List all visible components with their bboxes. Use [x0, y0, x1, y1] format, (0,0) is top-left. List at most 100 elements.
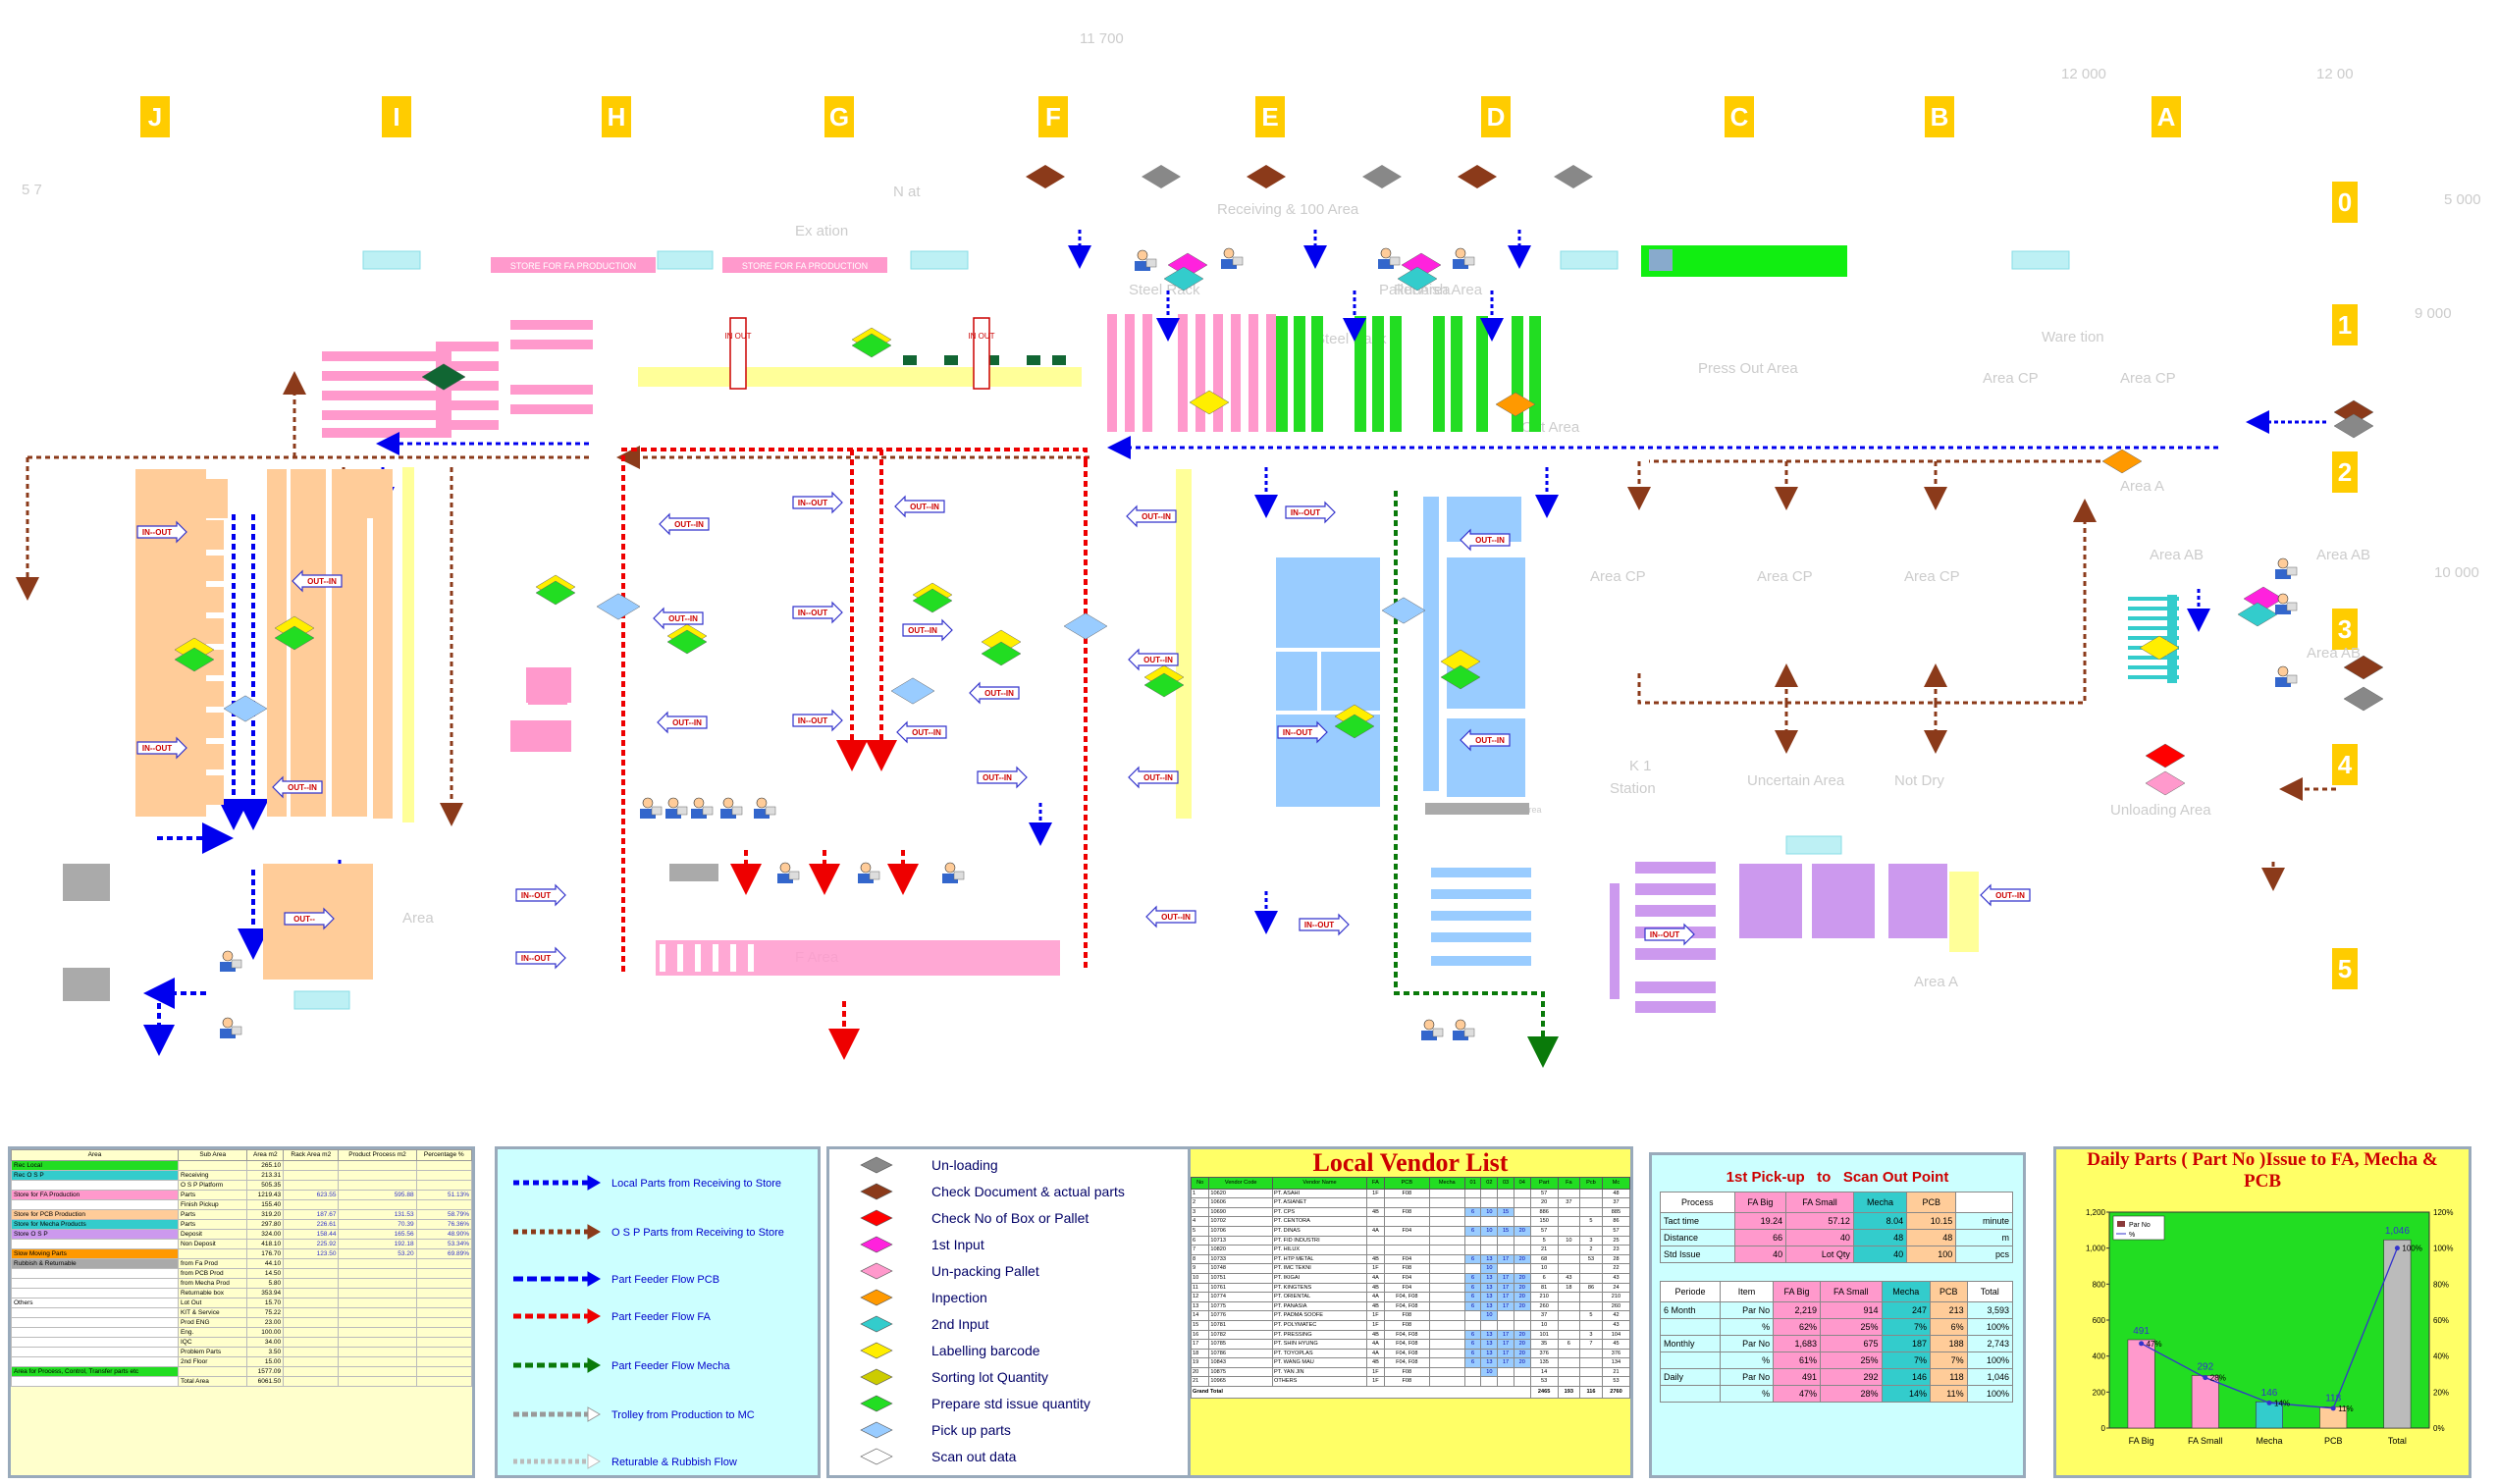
faded-label-right-top-2: Area AB	[2307, 645, 2361, 662]
vendor-table-cell	[1366, 1245, 1385, 1255]
pickup-cell: Daily	[1659, 1368, 1722, 1386]
grid-column-label: C	[1730, 102, 1749, 132]
area-table-cell: 324.00	[246, 1229, 285, 1240]
pickup-cell: 48	[1906, 1229, 1957, 1246]
operator-icon	[1453, 1019, 1475, 1040]
x-tick-label: FA Big	[2129, 1436, 2154, 1446]
rubbish-removable-bar	[1425, 803, 1529, 815]
vendor-table-cell: 3	[1191, 1206, 1210, 1218]
table-row: 20 10875 PT. YAN JIN 1F F08 10 14 21	[1191, 1366, 1630, 1378]
flow-tag-label: IN--OUT	[1291, 508, 1320, 517]
pickup-cell: 7%	[1929, 1352, 1968, 1369]
table-row: 13 10775 PT. PANASIA 4B F04, F08 6 13 17 20 260 26…	[1191, 1300, 1630, 1312]
area-table-cell	[338, 1347, 417, 1357]
area-table-cell: 165.56	[338, 1229, 417, 1240]
chart-plot-area	[2108, 1211, 2430, 1429]
vendor-table-cell: 18	[1191, 1348, 1210, 1359]
area-table-cell: 297.80	[246, 1219, 285, 1230]
rack	[1476, 316, 1488, 432]
vendor-table: No Vendor Code Vendor Name FA PCB Mecha 01 02 03…	[1191, 1177, 1630, 1399]
vendor-table-cell: 13	[1480, 1300, 1499, 1312]
vendor-table-cell: 10690	[1208, 1206, 1274, 1218]
pickup-cell: 1,683	[1773, 1335, 1821, 1352]
process-marker	[1397, 266, 1438, 292]
vendor-table-cell: 6	[1463, 1253, 1482, 1265]
area-table-cell	[415, 1317, 472, 1328]
area-table-cell	[11, 1317, 179, 1328]
area-table-cell: 75.22	[246, 1307, 285, 1318]
table-row: Area for Process, Control, Transfer part…	[11, 1366, 472, 1377]
vendor-table-cell: 10843	[1208, 1357, 1274, 1368]
rack	[1390, 316, 1402, 432]
process-marker	[666, 629, 708, 655]
percent-label: 28%	[2210, 1374, 2226, 1383]
vendor-table-cell	[1497, 1310, 1514, 1321]
vendor-table-cell: 20	[1513, 1339, 1531, 1350]
grid-column-label: H	[608, 102, 626, 132]
dock-door	[293, 990, 350, 1010]
vendor-table-cell: 9	[1191, 1263, 1210, 1274]
faded-label-right-bottom: Unloading Area	[2110, 802, 2211, 819]
blue-store-block	[1447, 718, 1525, 797]
flow-tag-label: OUT--IN	[1995, 891, 2025, 900]
pickup-cell: 8.04	[1852, 1212, 1908, 1230]
peach-store-block	[332, 469, 367, 817]
flow-legend-arrowhead	[587, 1357, 601, 1373]
y2-tick-label: 80%	[2433, 1280, 2449, 1289]
process-legend-diamond	[860, 1156, 893, 1174]
table-row: 2 10606 PT. ASIANET 20 37 37	[1191, 1197, 1630, 1208]
area-table-header: Area	[11, 1149, 179, 1161]
operator-icon	[942, 862, 965, 883]
faded-label-rack-ab: Area AB	[2150, 547, 2204, 563]
grid-row-marker	[2332, 182, 2358, 223]
operator-icon	[1135, 249, 1157, 271]
table-row: Std Issue 40 Lot Qty 40 100 pcs	[1660, 1246, 2013, 1263]
vendor-table-cell	[1463, 1376, 1482, 1388]
flow-legend-arrowhead	[587, 1406, 601, 1422]
rack	[1276, 316, 1288, 432]
area-table-cell	[177, 1248, 248, 1259]
area-table-cell: Receiving	[177, 1170, 248, 1181]
pink-staging-lane	[656, 940, 1060, 976]
vendor-table-cell: 10748	[1208, 1263, 1274, 1274]
vendor-table-cell: 10713	[1208, 1235, 1274, 1246]
pickup-cell: 188	[1929, 1335, 1968, 1352]
grid-row-labels: 0 1 2 3 4 5	[2332, 182, 2358, 989]
rack	[1372, 316, 1384, 432]
pickup-cell: 118	[1929, 1368, 1968, 1386]
vendor-table-cell: F08	[1383, 1319, 1430, 1331]
area-table-cell: 1219.43	[246, 1190, 285, 1200]
area-table-cell	[283, 1317, 340, 1328]
vendor-table-cell	[1513, 1216, 1531, 1227]
vendor-table-cell: 4B	[1366, 1206, 1385, 1218]
vendor-table-cell	[1579, 1263, 1603, 1274]
area-table-cell: 15.70	[246, 1298, 285, 1308]
vendor-table-cell	[1463, 1245, 1482, 1255]
vendor-table-cell: 5	[1529, 1235, 1559, 1246]
vendor-table-cell	[1579, 1376, 1603, 1388]
flow-tag-label: IN--OUT	[1304, 921, 1334, 929]
area-table-cell: 1577.09	[246, 1366, 285, 1377]
unloading-marker	[1142, 165, 1181, 188]
flow-legend-label: Part Feeder Flow Mecha	[611, 1360, 730, 1372]
area-table-cell: 53.20	[338, 1248, 417, 1259]
vendor-table-cell: 21	[1529, 1245, 1559, 1255]
table-row: Eng. 100.00	[11, 1327, 472, 1338]
vendor-table-cell	[1383, 1235, 1430, 1246]
vendor-table-cell: F04, F08	[1383, 1357, 1430, 1368]
vendor-table-cell: 10	[1480, 1225, 1499, 1237]
vendor-table-cell: 68	[1529, 1253, 1559, 1265]
grid-column-marker	[1255, 96, 1285, 137]
vendor-table-cell	[1557, 1292, 1581, 1302]
vendor-table-cell: 20	[1513, 1225, 1531, 1237]
process-marker	[2101, 449, 2143, 474]
faded-label-area-a-header: Ware tion	[2042, 329, 2104, 345]
pickup-cell: 62%	[1773, 1318, 1821, 1336]
area-table-cell	[11, 1307, 179, 1318]
pickup-cell: 100%	[1966, 1385, 2014, 1403]
area-table-cell	[283, 1258, 340, 1269]
area-table-header: Percentage %	[415, 1149, 472, 1161]
vendor-table-cell: 4A	[1366, 1348, 1385, 1359]
y-tick-label: 400	[2093, 1352, 2106, 1361]
process-legend-diamond	[860, 1395, 893, 1412]
